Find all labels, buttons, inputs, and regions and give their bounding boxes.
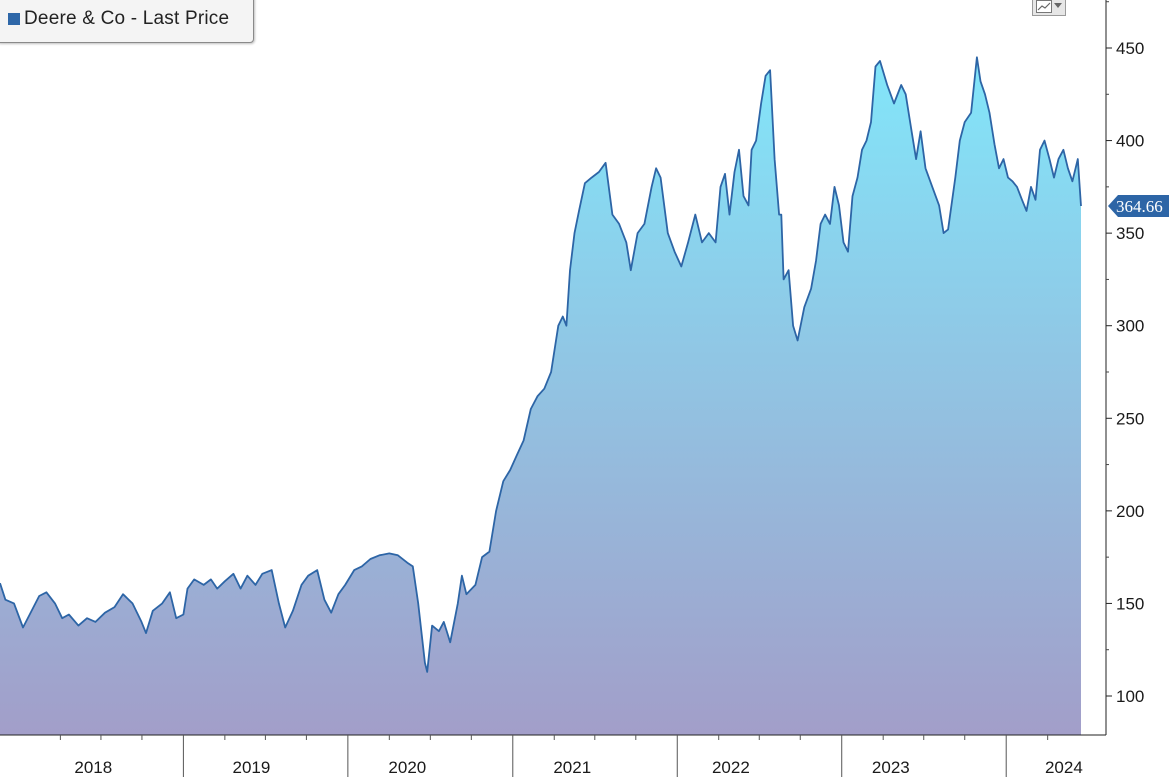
x-tick-label: 2018 xyxy=(74,758,112,777)
price-line xyxy=(0,56,1082,673)
legend-label: Deere & Co - Last Price xyxy=(24,8,230,29)
plot-area xyxy=(0,56,1082,735)
x-tick-label: 2023 xyxy=(872,758,910,777)
line-chart-icon xyxy=(1036,0,1052,13)
y-tick-label: 100 xyxy=(1116,687,1144,706)
y-tick-label: 300 xyxy=(1116,317,1144,336)
price-area-fill xyxy=(0,57,1081,735)
last-price-tag: 364.66 xyxy=(1108,195,1169,218)
y-axis: 100 150 200 250 300 350 400 450 xyxy=(1105,0,1144,735)
x-tick-label: 2020 xyxy=(388,758,426,777)
y-tick-label: 350 xyxy=(1116,224,1144,243)
chart-type-toggle-button[interactable] xyxy=(1032,0,1066,16)
chevron-down-icon xyxy=(1054,3,1062,8)
y-tick-label: 150 xyxy=(1116,594,1144,613)
legend: Deere & Co - Last Price xyxy=(0,0,254,43)
x-tick-label: 2022 xyxy=(712,758,750,777)
y-tick-label: 250 xyxy=(1116,409,1144,428)
y-tick-label: 450 xyxy=(1116,39,1144,58)
x-tick-label: 2019 xyxy=(233,758,271,777)
y-tick-label: 200 xyxy=(1116,502,1144,521)
last-price-label: 364.66 xyxy=(1116,197,1163,216)
x-tick-label: 2024 xyxy=(1045,758,1083,777)
x-tick-label: 2021 xyxy=(553,758,591,777)
legend-swatch xyxy=(8,13,20,25)
y-tick-label: 400 xyxy=(1116,132,1144,151)
x-axis: 2018 2019 2020 2021 2022 2023 2024 xyxy=(0,734,1106,777)
